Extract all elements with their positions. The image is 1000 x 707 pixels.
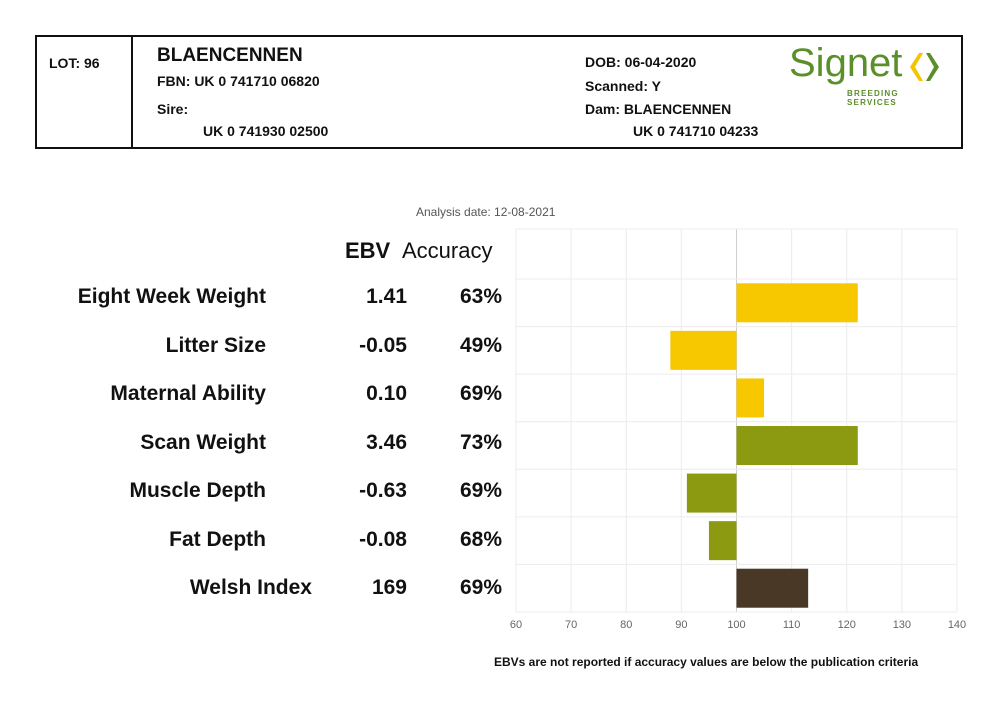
x-tick-label: 100	[727, 619, 745, 631]
sire-id: UK 0 741930 02500	[203, 123, 329, 139]
accuracy-value: 63%	[460, 285, 503, 308]
date-of-birth: DOB: 06-04-2020	[585, 54, 697, 70]
scanned-status: Scanned: Y	[585, 78, 661, 94]
trait-name: Welsh Index	[189, 576, 312, 599]
x-tick-label: 90	[675, 619, 687, 631]
x-tick-label: 110	[783, 619, 801, 631]
sire-label: Sire:	[157, 101, 189, 117]
bar-scan-weight	[736, 425, 858, 466]
bar-eight-week-weight	[736, 283, 858, 323]
fbn: FBN: UK 0 741710 06820	[157, 73, 320, 89]
trait-name: Eight Week Weight	[77, 285, 266, 308]
logo-word: Signet	[789, 41, 903, 85]
ebv-value: 1.41	[366, 285, 407, 308]
signet-logo: Signet BREEDING SERVICES	[789, 41, 949, 107]
x-tick-label: 70	[565, 619, 577, 631]
ebv-value: 169	[371, 576, 407, 599]
logo-subtitle: BREEDING SERVICES	[847, 89, 899, 107]
x-tick-label: 140	[948, 619, 966, 631]
bar-litter-size	[670, 330, 737, 370]
ebv-value: 3.46	[366, 430, 407, 454]
accuracy-value: 73%	[460, 430, 503, 454]
x-tick-label: 120	[838, 619, 856, 631]
animal-header: LOT: 96 BLAENCENNEN FBN: UK 0 741710 068…	[35, 35, 963, 149]
accuracy-value: 68%	[460, 527, 503, 551]
dam-name: Dam: BLAENCENNEN	[585, 101, 732, 117]
bar-fat-depth	[708, 521, 737, 561]
dam-id: UK 0 741710 04233	[633, 123, 759, 139]
animal-name: BLAENCENNEN	[157, 45, 303, 66]
accuracy-value: 69%	[460, 576, 503, 599]
lot-number: LOT: 96	[49, 55, 100, 71]
lot-cell: LOT: 96	[37, 37, 133, 147]
x-tick-label: 130	[893, 619, 911, 631]
bar-maternal-ability	[736, 378, 765, 418]
trait-name: Fat Depth	[169, 527, 266, 551]
accuracy-value: 69%	[460, 479, 503, 502]
ebv-value: -0.08	[359, 527, 407, 551]
bar-welsh-index	[736, 568, 809, 608]
ebv-value: -0.63	[359, 479, 407, 502]
analysis-date: Analysis date: 12-08-2021	[416, 205, 556, 219]
logo-arrows-icon	[910, 53, 939, 81]
trait-name: Scan Weight	[140, 430, 266, 454]
x-tick-label: 80	[620, 619, 632, 631]
ebv-bar-chart: 60 70 80 90 100 110 120 130 140	[510, 228, 966, 631]
accuracy-value: 69%	[460, 382, 503, 405]
ebv-value: 0.10	[366, 382, 407, 405]
ebv-column-header: EBV	[345, 238, 391, 263]
accuracy-value: 49%	[460, 333, 503, 357]
footnote: EBVs are not reported if accuracy values…	[494, 655, 919, 669]
trait-name: Muscle Depth	[129, 479, 266, 502]
accuracy-column-header: Accuracy	[402, 238, 493, 263]
ebv-value: -0.05	[359, 333, 407, 357]
x-tick-label: 60	[510, 619, 522, 631]
trait-name: Litter Size	[165, 333, 266, 357]
trait-name: Maternal Ability	[110, 382, 266, 405]
bar-muscle-depth	[686, 473, 737, 513]
